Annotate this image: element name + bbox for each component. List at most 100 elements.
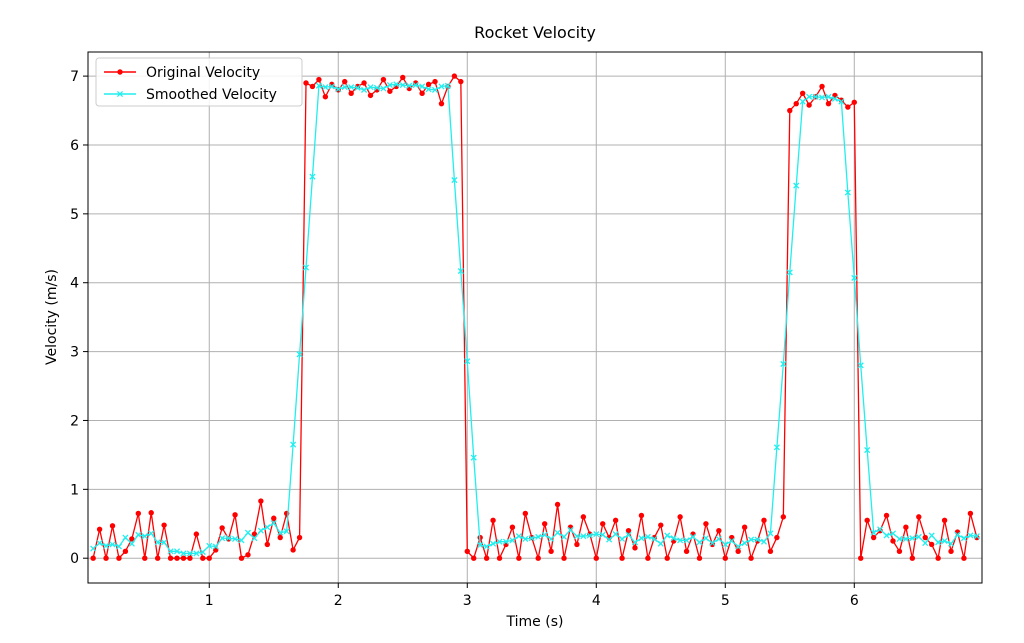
point-marker <box>90 555 96 561</box>
point-marker <box>200 555 206 561</box>
point-marker <box>554 501 561 508</box>
point-marker <box>773 444 780 451</box>
point-marker <box>387 88 393 94</box>
point-marker <box>580 514 587 520</box>
point-marker <box>696 539 703 546</box>
point-marker <box>877 526 884 533</box>
point-marker <box>199 548 206 556</box>
point-marker <box>128 540 135 547</box>
point-marker <box>367 92 374 99</box>
point-marker <box>186 550 193 557</box>
point-marker <box>315 82 322 89</box>
point-marker <box>683 537 690 544</box>
point-marker <box>574 541 580 548</box>
point-marker <box>864 447 871 454</box>
point-marker <box>412 81 419 89</box>
x-tick-label: 5 <box>721 593 730 609</box>
point-marker <box>793 100 799 107</box>
point-marker <box>735 548 741 555</box>
point-marker <box>406 82 413 89</box>
point-marker <box>586 532 593 539</box>
point-marker <box>709 539 716 547</box>
point-marker <box>103 555 109 561</box>
x-tick-label: 1 <box>205 593 214 609</box>
point-marker <box>232 512 238 518</box>
point-marker <box>967 510 974 517</box>
y-tick-label: 5 <box>70 207 79 223</box>
point-marker <box>967 532 974 539</box>
x-tick-label: 4 <box>592 593 601 609</box>
point-marker <box>761 517 767 524</box>
point-marker <box>502 538 510 545</box>
point-marker <box>658 522 664 528</box>
point-marker <box>122 534 129 541</box>
point-marker <box>535 533 542 540</box>
point-marker <box>593 531 600 538</box>
point-marker <box>296 534 303 541</box>
point-marker <box>844 189 851 196</box>
point-marker <box>373 84 381 91</box>
point-marker <box>864 517 870 524</box>
point-marker <box>490 517 496 524</box>
point-marker <box>251 535 258 542</box>
point-marker <box>915 533 922 540</box>
point-marker <box>270 520 277 527</box>
point-marker <box>754 536 761 543</box>
point-marker <box>115 543 123 550</box>
point-marker <box>419 83 426 90</box>
point-marker <box>477 542 484 549</box>
point-marker <box>619 555 625 561</box>
point-marker <box>141 533 148 540</box>
point-marker <box>238 537 245 544</box>
point-marker <box>812 93 819 100</box>
point-marker <box>541 531 548 538</box>
point-marker <box>599 531 606 538</box>
point-marker <box>948 548 954 555</box>
point-marker <box>818 94 826 101</box>
y-tick-label: 0 <box>70 551 79 567</box>
point-marker <box>167 548 174 555</box>
point-marker <box>148 510 154 516</box>
y-tick-label: 4 <box>70 276 79 292</box>
point-marker <box>458 78 464 85</box>
point-marker <box>154 555 161 561</box>
point-marker <box>470 454 477 461</box>
point-marker <box>909 535 916 542</box>
point-marker <box>806 102 812 108</box>
point-marker <box>625 527 632 534</box>
point-marker <box>573 533 580 540</box>
point-marker <box>625 531 632 538</box>
point-marker <box>548 548 554 555</box>
point-marker <box>528 535 535 542</box>
point-marker <box>947 540 955 547</box>
point-marker <box>135 531 142 538</box>
point-marker <box>703 521 709 527</box>
point-marker <box>522 510 529 517</box>
x-tick-label: 6 <box>850 593 859 609</box>
point-marker <box>644 533 651 540</box>
point-marker <box>206 542 213 549</box>
point-marker <box>432 78 438 85</box>
point-marker <box>400 74 406 81</box>
point-marker <box>516 555 522 561</box>
point-marker <box>664 532 671 539</box>
point-marker <box>483 555 490 561</box>
point-marker <box>496 555 503 561</box>
point-marker <box>290 441 297 448</box>
point-marker <box>277 534 283 541</box>
point-marker <box>419 90 425 97</box>
point-marker <box>354 84 361 91</box>
y-tick-label: 1 <box>70 482 79 498</box>
point-marker <box>431 86 439 93</box>
point-marker <box>638 535 645 542</box>
point-marker <box>116 555 122 561</box>
point-marker <box>928 541 935 548</box>
point-marker <box>135 510 142 517</box>
point-marker <box>193 550 200 557</box>
point-marker <box>786 269 793 276</box>
point-marker <box>96 526 103 532</box>
point-marker <box>677 537 684 544</box>
point-marker <box>451 177 458 184</box>
point-marker <box>651 535 658 542</box>
point-marker <box>296 351 303 358</box>
